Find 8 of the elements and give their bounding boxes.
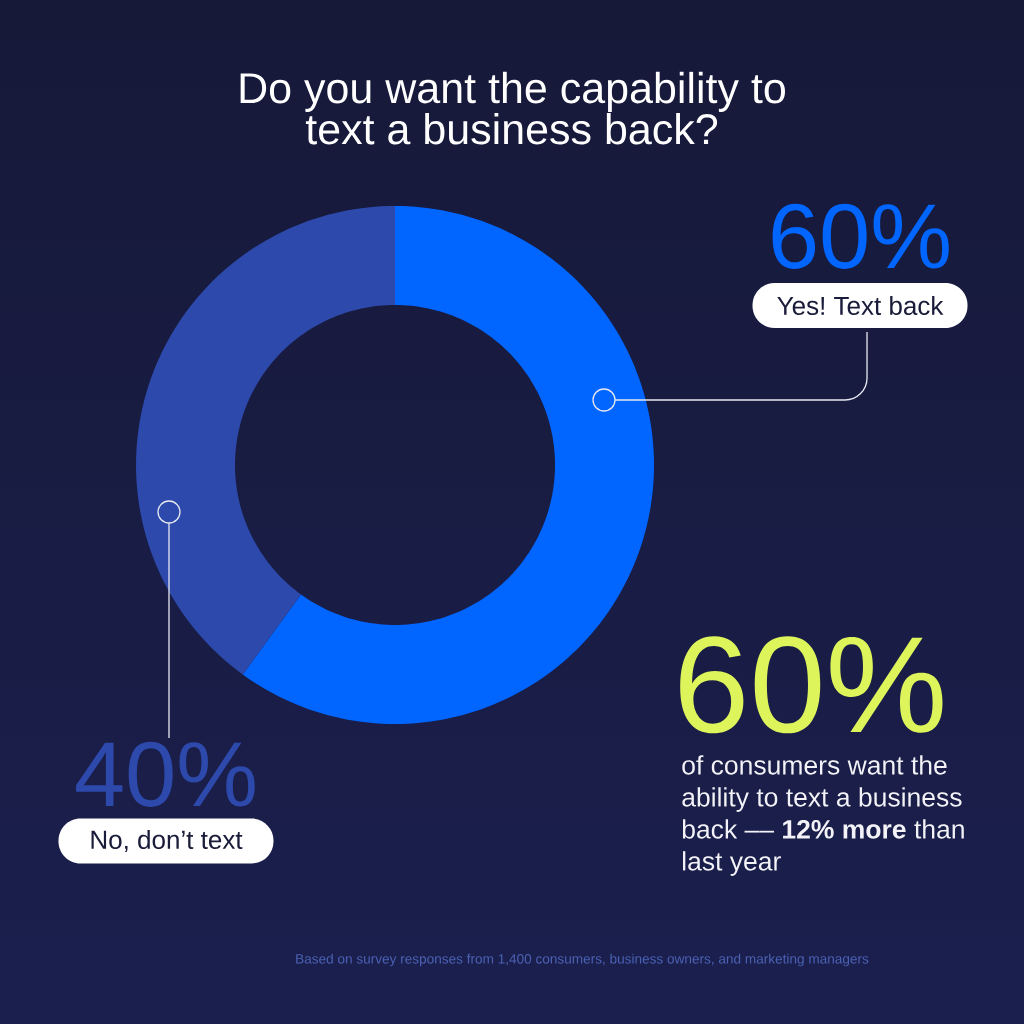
data-label: 60% [772,203,949,269]
chart-title: Do you want the capability to text a business back? [240,71,785,145]
text: of consumers want the ability to text a business back –– 12% more than last year [682,755,964,876]
data-label: 40% [76,741,255,807]
slice-label: Yes! Text back [777,295,944,316]
text: 60% [680,636,943,734]
text: Based on survey responses from 1,400 consumers, business owners, and marketing managers [296,953,869,967]
slice-label: No, don’t text [91,829,243,853]
